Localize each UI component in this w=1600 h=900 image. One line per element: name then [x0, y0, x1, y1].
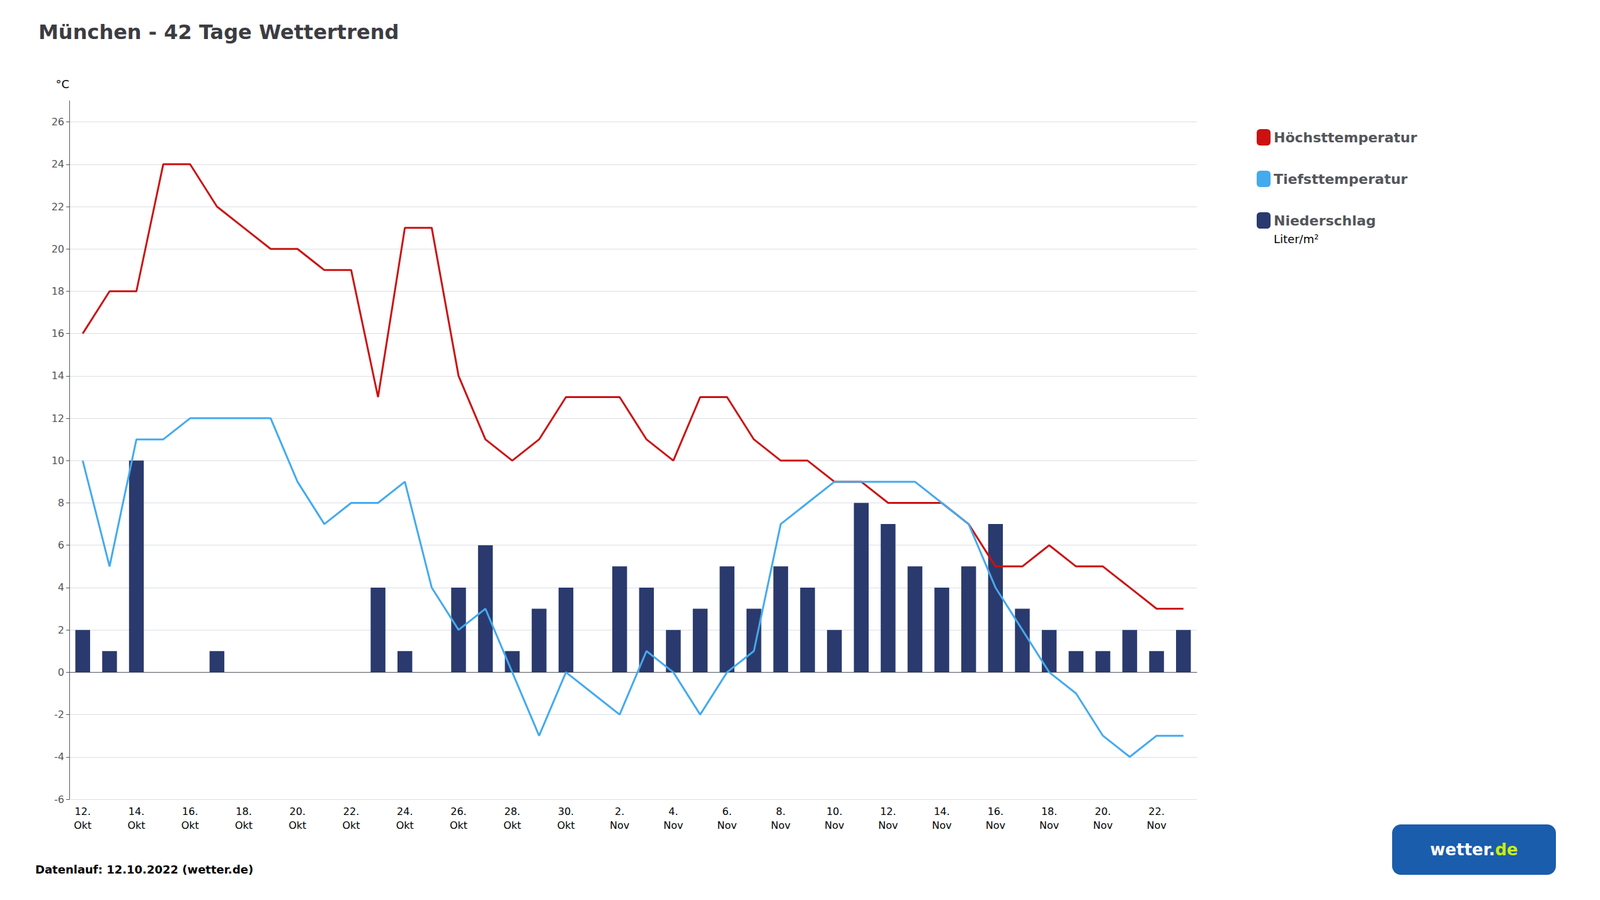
svg-text:22: 22: [51, 200, 65, 213]
svg-text:2: 2: [57, 624, 65, 637]
svg-text:Okt: Okt: [556, 819, 575, 832]
svg-text:10.: 10.: [826, 805, 843, 818]
svg-text:°C: °C: [55, 77, 70, 91]
svg-text:Okt: Okt: [181, 819, 200, 832]
svg-text:Nov: Nov: [1146, 819, 1166, 832]
svg-text:Okt: Okt: [234, 819, 253, 832]
svg-text:12.: 12.: [880, 805, 896, 818]
svg-text:-4: -4: [54, 750, 65, 763]
svg-text:Okt: Okt: [449, 819, 468, 832]
svg-text:wetter.: wetter.: [1429, 840, 1495, 860]
svg-text:Okt: Okt: [73, 819, 92, 832]
svg-text:-2: -2: [54, 708, 65, 721]
svg-text:24.: 24.: [396, 805, 413, 818]
svg-text:20: 20: [51, 243, 65, 256]
svg-text:26: 26: [51, 115, 65, 128]
svg-text:16: 16: [51, 327, 65, 340]
svg-text:14: 14: [51, 369, 65, 382]
svg-text:Okt: Okt: [396, 819, 414, 832]
svg-text:Nov: Nov: [1039, 819, 1059, 832]
svg-text:28.: 28.: [503, 805, 520, 818]
svg-text:0: 0: [57, 666, 65, 679]
svg-text:Datenlauf: 12.10.2022 (wetter.: Datenlauf: 12.10.2022 (wetter.de): [35, 862, 254, 877]
svg-text:-6: -6: [54, 793, 65, 806]
svg-text:Nov: Nov: [824, 819, 845, 832]
svg-text:Nov: Nov: [878, 819, 898, 832]
svg-text:Nov: Nov: [985, 819, 1006, 832]
svg-text:4.: 4.: [668, 805, 678, 818]
svg-text:Nov: Nov: [663, 819, 683, 832]
svg-text:18.: 18.: [235, 805, 252, 818]
svg-text:8.: 8.: [776, 805, 786, 818]
svg-text:Okt: Okt: [288, 819, 307, 832]
svg-text:14.: 14.: [128, 805, 145, 818]
svg-text:16.: 16.: [182, 805, 198, 818]
svg-text:10: 10: [51, 454, 65, 467]
svg-text:30.: 30.: [558, 805, 574, 818]
svg-text:München - 42 Tage Wettertrend: München - 42 Tage Wettertrend: [38, 20, 399, 45]
svg-text:de: de: [1494, 840, 1518, 860]
svg-text:Höchsttemperatur: Höchsttemperatur: [1273, 129, 1418, 146]
svg-text:12.: 12.: [74, 805, 91, 818]
svg-text:Okt: Okt: [342, 819, 360, 832]
svg-text:Nov: Nov: [717, 819, 738, 832]
svg-text:22.: 22.: [1148, 805, 1165, 818]
svg-text:16.: 16.: [987, 805, 1004, 818]
svg-text:18: 18: [51, 285, 65, 298]
svg-text:Nov: Nov: [1092, 819, 1113, 832]
svg-text:Niederschlag: Niederschlag: [1273, 212, 1376, 229]
svg-text:Okt: Okt: [127, 819, 145, 832]
svg-text:18.: 18.: [1041, 805, 1058, 818]
svg-text:14.: 14.: [933, 805, 950, 818]
svg-text:Nov: Nov: [771, 819, 791, 832]
svg-text:12: 12: [51, 412, 65, 425]
svg-text:26.: 26.: [450, 805, 467, 818]
svg-text:6: 6: [57, 539, 65, 552]
svg-text:24: 24: [51, 158, 65, 171]
svg-text:Okt: Okt: [503, 819, 521, 832]
svg-text:2.: 2.: [614, 805, 625, 818]
svg-text:Nov: Nov: [609, 819, 630, 832]
svg-text:Tiefsttemperatur: Tiefsttemperatur: [1273, 171, 1408, 188]
svg-text:20.: 20.: [289, 805, 306, 818]
svg-text:6.: 6.: [722, 805, 732, 818]
svg-text:Liter/m²: Liter/m²: [1273, 232, 1319, 246]
svg-text:20.: 20.: [1094, 805, 1111, 818]
svg-text:8: 8: [57, 497, 65, 509]
svg-text:4: 4: [57, 581, 65, 594]
svg-text:22.: 22.: [343, 805, 360, 818]
svg-text:Nov: Nov: [932, 819, 952, 832]
